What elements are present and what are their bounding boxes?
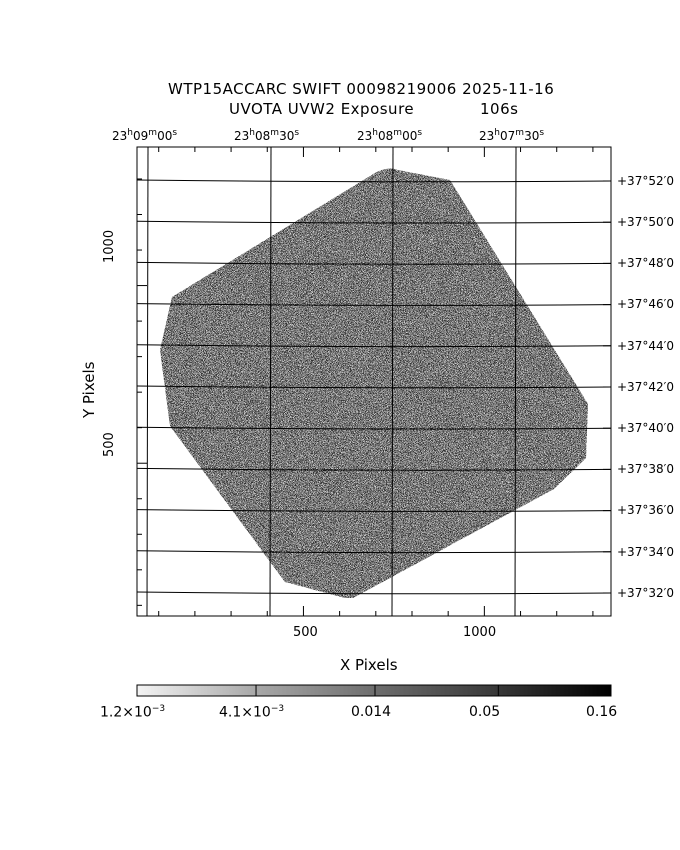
x-tick-label-500: 500 [293,625,318,640]
dec-tick-label-0: +37°52′0 [617,174,674,188]
dec-grid-line-10 [136,591,612,595]
ra-tick-label-2: 23h08m00s [357,128,423,143]
colorbar-ticks [136,685,612,696]
dec-tick-label-10: +37°32′0 [617,586,674,600]
dec-tick-label-6: +37°40′0 [617,421,674,435]
dec-tick-label-9: +37°34′0 [617,545,674,559]
dec-grid-line-7 [136,467,612,471]
colorbar-tick-label-1: 4.1×10−3 [219,704,285,721]
coordinate-grid [136,146,612,617]
ra-grid-line-2 [391,146,394,617]
dec-grid-line-2 [136,261,612,265]
dec-tick-label-1: +37°50′0 [617,215,674,229]
dec-grid-line-4 [136,344,612,348]
dec-grid-line-1 [136,220,612,224]
ra-tick-label-1: 23h08m30s [234,128,300,143]
dec-tick-label-5: +37°42′0 [617,380,674,394]
dec-tick-label-8: +37°36′0 [617,503,674,517]
ra-grid-line-3 [514,146,517,617]
ra-tick-label-0: 23h09m00s [112,128,178,143]
plot-frame [136,146,612,617]
colorbar-tick-label-0: 1.2×10−3 [100,704,166,721]
axis-ticks [137,147,611,616]
dec-grid-line-8 [136,509,612,512]
dec-tick-label-2: +37°48′0 [617,256,674,270]
dec-grid-line-0 [136,179,612,183]
ra-grid-line-1 [269,146,272,617]
colorbar [136,684,612,697]
colorbar-tick-label-2: 0.014 [351,704,392,720]
ra-grid-line-0 [146,146,149,617]
dec-grid-line-6 [136,426,612,430]
colorbar-tick-label-4: 0.16 [586,704,618,720]
chart-title-line1: WTP15ACCARC SWIFT 00098219006 2025-11-16 [168,80,555,98]
ra-tick-label-3: 23h07m30s [479,128,545,143]
dec-grid-line-9 [136,550,612,554]
exposure-footprint [160,168,588,598]
dec-tick-label-4: +37°44′0 [617,339,674,353]
dec-grid-line-3 [136,303,612,306]
x-axis-label: X Pixels [340,656,398,674]
colorbar-tick-label-3: 0.05 [469,704,501,720]
dec-tick-label-7: +37°38′0 [617,462,674,476]
dec-grid-line-5 [136,385,612,389]
chart-title-line2-right: 106s [480,100,519,118]
dec-tick-label-3: +37°46′0 [617,297,674,311]
chart-title-line2-left: UVOTA UVW2 Exposure [229,100,415,118]
x-tick-label-1000: 1000 [463,625,497,640]
